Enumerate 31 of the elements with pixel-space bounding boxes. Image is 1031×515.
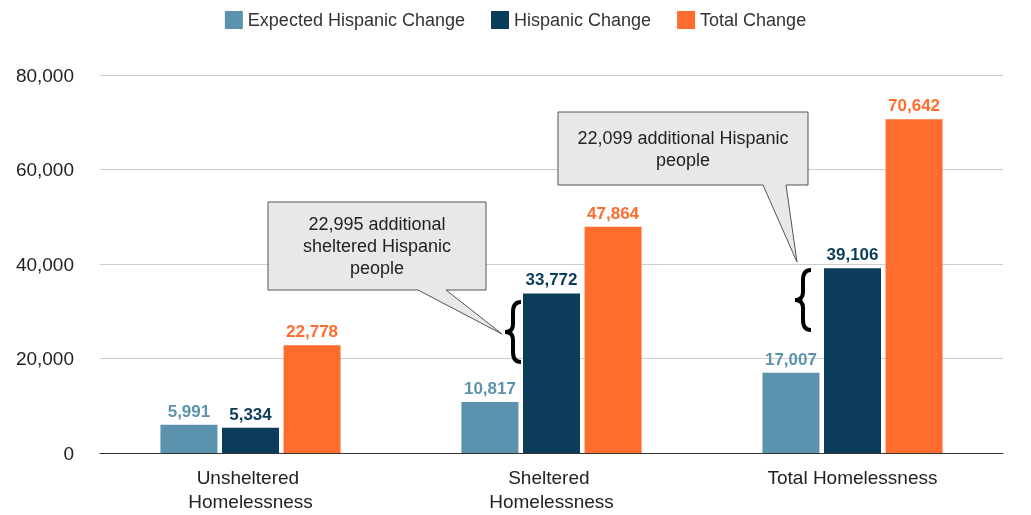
bar [160, 424, 218, 453]
data-label: 47,864 [587, 203, 640, 223]
data-label: 33,772 [525, 270, 578, 290]
annotation: 22,099 additional Hispanic people [576, 126, 790, 172]
bar [283, 345, 341, 453]
annotation: 22,995 additional sheltered Hispanic people [301, 213, 453, 280]
y-tick-label: 80,000 [15, 64, 74, 86]
legend-label: Total Change [700, 10, 807, 30]
data-label: 17,007 [764, 349, 817, 369]
bar [222, 427, 279, 453]
legend-label: Hispanic Change [513, 10, 652, 30]
data-label: 39,106 [826, 245, 879, 265]
bar [461, 401, 519, 453]
x-tick-label: Sheltered Homelessness [489, 466, 614, 512]
bar [523, 293, 580, 453]
bar [584, 226, 642, 453]
y-tick-label: 40,000 [15, 253, 74, 275]
bar [885, 119, 943, 453]
bar [762, 372, 820, 453]
y-tick-label: 60,000 [15, 159, 74, 180]
y-tick-label: 20,000 [15, 348, 74, 369]
data-label: 10,817 [463, 378, 516, 398]
x-tick-label: Unsheltered Homelessness [188, 466, 313, 512]
x-tick-label: Total Homelessness [767, 466, 938, 488]
data-label: 5,991 [167, 401, 211, 421]
y-tick-label: 0 [63, 442, 74, 464]
bar [824, 268, 881, 453]
data-label: 70,642 [888, 96, 941, 116]
data-label: 5,334 [229, 404, 273, 424]
data-label: 22,778 [286, 322, 339, 342]
legend-label: Expected Hispanic Change [247, 10, 465, 30]
